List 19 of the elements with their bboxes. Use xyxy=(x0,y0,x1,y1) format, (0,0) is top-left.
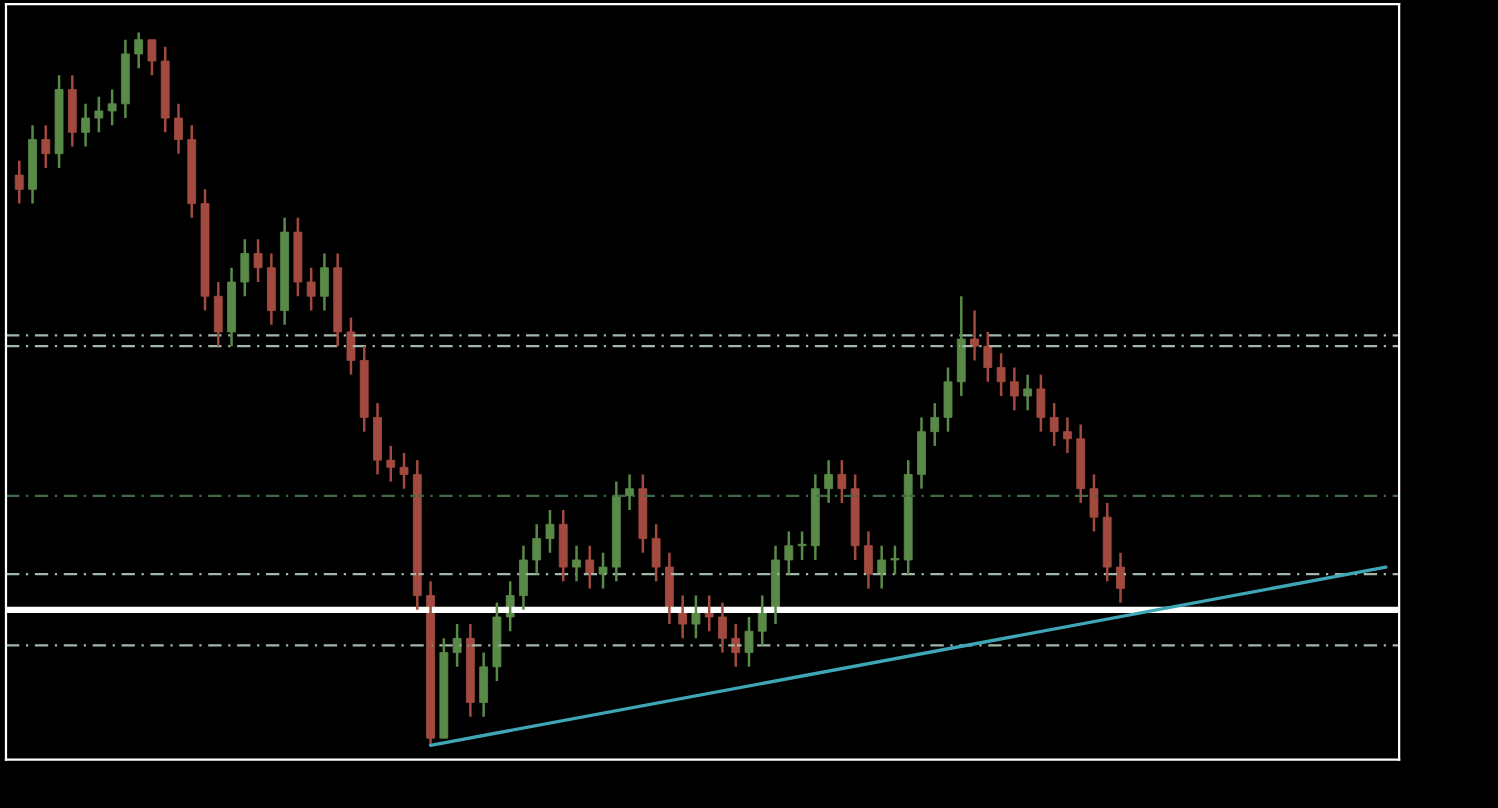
candlestick xyxy=(890,544,900,576)
candlestick xyxy=(943,366,953,433)
candlestick xyxy=(293,216,303,298)
candlestick xyxy=(545,508,555,555)
candlestick xyxy=(837,458,847,505)
candlestick xyxy=(107,88,117,127)
candlestick xyxy=(54,74,64,170)
candlestick xyxy=(94,95,104,134)
candlestick xyxy=(399,451,409,490)
candlestick xyxy=(598,551,608,590)
candlestick xyxy=(200,188,210,312)
candlestick xyxy=(744,615,754,669)
candlestick xyxy=(1036,373,1046,433)
candlestick xyxy=(1089,473,1099,533)
candlestick xyxy=(147,38,157,77)
candlestick xyxy=(651,523,661,583)
candlestick xyxy=(253,237,263,284)
candlestick xyxy=(492,601,502,683)
candlestick xyxy=(996,352,1006,398)
